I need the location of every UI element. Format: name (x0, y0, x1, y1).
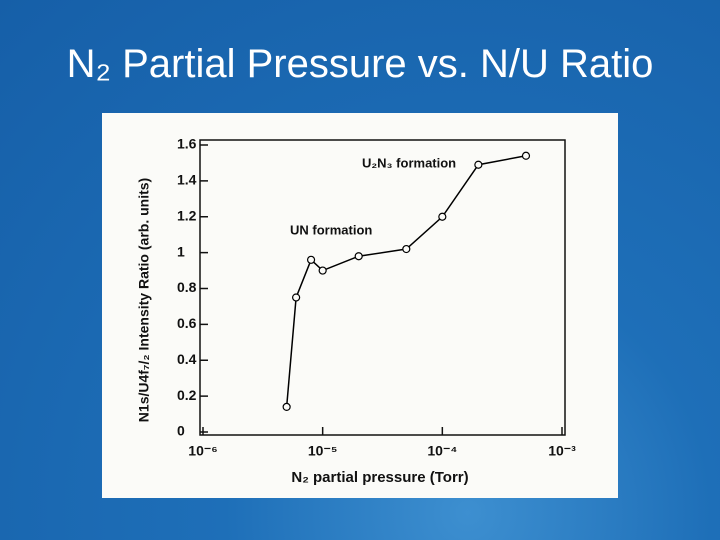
data-point (292, 293, 301, 302)
y-axis-label: N1s/U4f₇/₂ Intensity Ratio (arb. units) (136, 178, 152, 422)
data-point (318, 266, 327, 275)
figure-card (102, 113, 618, 498)
y-tick-label: 1.4 (177, 172, 197, 188)
y-tick-label: 1 (177, 243, 185, 259)
x-tick-label: 10⁻⁶ (188, 443, 217, 459)
y-tick-label: 0.8 (177, 279, 197, 295)
data-point (282, 402, 291, 411)
x-axis-label: N₂ partial pressure (Torr) (291, 469, 468, 486)
data-line (285, 155, 527, 407)
y-tick-label: 0 (177, 423, 185, 439)
data-point (521, 151, 531, 160)
slide-title: N₂ Partial Pressure vs. N/U Ratio (66, 42, 654, 86)
plot-frame (199, 139, 566, 436)
data-point (438, 212, 447, 221)
y-tick-label: 1.6 (177, 136, 197, 152)
x-tick-label: 10⁻³ (548, 443, 576, 459)
annotation: UN formation (290, 222, 372, 237)
y-tick-label: 0.4 (177, 351, 197, 367)
data-point (402, 244, 411, 254)
x-tick-label: 10⁻⁴ (427, 443, 457, 459)
data-point (474, 160, 483, 169)
data-point (306, 255, 316, 264)
y-tick-label: 1.2 (177, 207, 197, 223)
data-point (354, 252, 363, 261)
x-tick-label: 10⁻⁵ (308, 443, 338, 459)
y-tick-label: 0.6 (177, 315, 197, 331)
y-tick-label: 0.2 (177, 387, 197, 403)
annotation: U₂N₃ formation (362, 155, 456, 170)
